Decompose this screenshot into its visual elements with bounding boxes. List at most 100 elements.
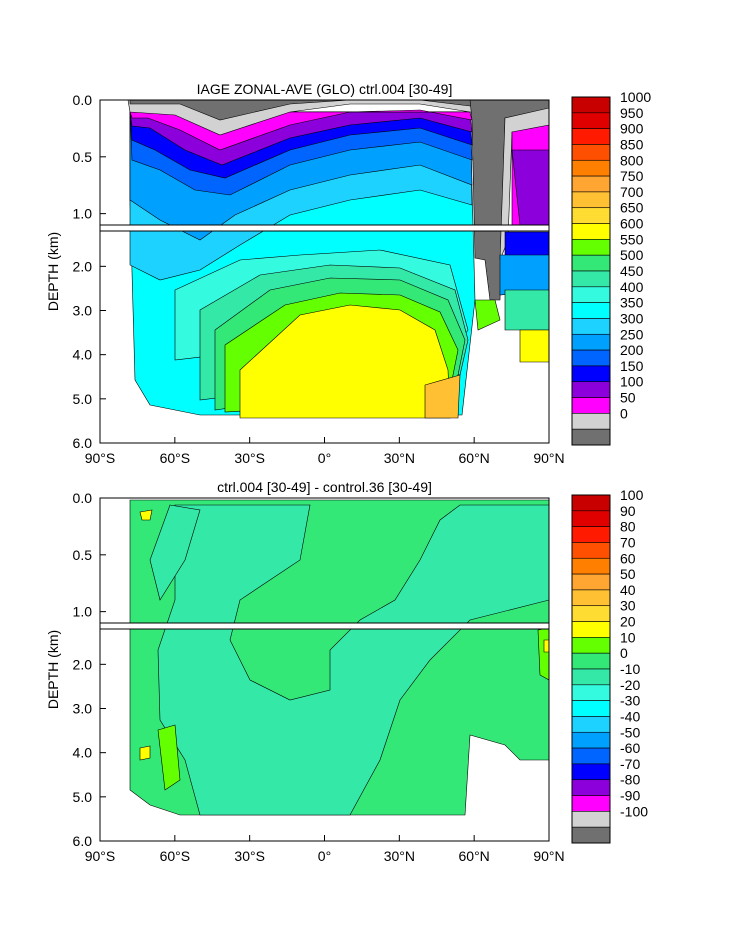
colorbar-swatch [571,826,611,844]
colorbar-swatch [571,254,611,272]
colorbar-label: 100 [620,374,644,390]
colorbar-label: 650 [620,200,644,216]
colorbar-swatch [571,494,611,512]
colorbar-swatch [571,428,611,446]
colorbar-swatch [571,144,611,161]
colorbar-swatch [571,223,611,240]
x-tick-label: 0° [318,450,331,466]
y-axis-label: DEPTH (km) [45,630,61,709]
colorbar-swatch [571,668,611,686]
colorbar-swatch [571,747,611,765]
contour-band [537,627,549,681]
colorbar-label: 20 [620,614,636,630]
colorbar-label: 30 [620,598,636,614]
colorbar-swatch [571,731,611,749]
contour-band [157,724,181,791]
colorbar-label: 100 [620,487,644,503]
x-tick-label: 30°N [384,450,415,466]
x-tick-label: 90°S [85,848,116,864]
colorbar-swatch [571,779,611,796]
y-tick-label: 1.0 [73,206,93,222]
colorbar-swatch [571,684,611,701]
colorbar-label: 0 [620,645,628,661]
x-tick-label: 0° [318,848,331,864]
colorbar-label: 500 [620,247,644,263]
colorbar-label: -50 [620,724,640,740]
colorbar-swatch [571,637,611,654]
colorbar-label: -40 [620,708,640,724]
colorbar-frame [571,494,611,844]
colorbar-swatch [571,333,611,351]
colorbar-label: -30 [620,693,640,709]
x-tick-label: 30°S [234,450,265,466]
colorbar-swatch [571,270,611,288]
colorbar-frame [571,96,611,446]
colorbar-swatch [571,526,611,543]
chart-title: IAGE ZONAL-AVE (GLO) ctrl.004 [30-49] [197,81,453,97]
colorbar-swatch [571,112,611,129]
colorbar-label: -100 [620,803,648,819]
colorbar-label: 70 [620,534,636,550]
contour-band [239,304,451,419]
colorbar-swatch [571,207,611,224]
colorbar-swatch [571,128,611,145]
colorbar-label: 200 [620,342,644,358]
colorbar-label: -70 [620,756,640,772]
colorbar-label: 600 [620,216,644,232]
colorbar-swatch [571,605,611,622]
colorbar-swatch [571,191,611,209]
colorbar-swatch [571,510,611,527]
y-tick-label: 3.0 [73,701,93,717]
colorbar-label: 400 [620,279,644,295]
colorbar-swatch [571,397,611,414]
colorbar-swatch [571,413,611,430]
colorbar-swatch [571,795,611,812]
x-tick-label: 60°S [160,848,191,864]
y-tick-label: 0.0 [73,490,93,506]
colorbar-swatch [571,159,611,177]
colorbar-label: 900 [620,121,644,137]
colorbar-label: 750 [620,168,644,184]
contour-band [504,289,549,331]
colorbar-label: 40 [620,582,636,598]
colorbar-label: -20 [620,677,640,693]
colorbar-label: 350 [620,295,644,311]
chart-layer: IAGE ZONAL-AVE (GLO) ctrl.004 [30-49] DEP… [45,81,651,864]
contour-band [129,100,549,121]
colorbar-swatch [571,557,611,575]
colorbar-label: 1000 [620,89,651,105]
contour-band [519,329,549,363]
colorbar-label: 700 [620,184,644,200]
colorbar-swatch [571,652,611,670]
colorbar-label: 0 [620,405,628,421]
colorbar-label: -60 [620,740,640,756]
y-tick-label: 4.0 [73,347,93,363]
contour-band [474,299,501,331]
colorbar-swatch [571,621,611,638]
colorbar-swatch [571,239,611,256]
colorbar-swatch [571,349,611,367]
colorbar-label: 550 [620,231,644,247]
x-tick-label: 60°N [459,450,490,466]
x-tick-label: 90°N [533,848,564,864]
colorbar-label: 950 [620,105,644,121]
colorbar-swatch [571,381,611,398]
colorbar-label: -10 [620,661,640,677]
contour-band [424,374,461,419]
x-tick-label: 60°N [459,848,490,864]
x-tick-label: 30°N [384,848,415,864]
y-tick-label: 6.0 [73,435,93,451]
colorbar-label: 80 [620,519,636,535]
colorbar-swatch [571,716,611,733]
colorbar-label: 300 [620,310,644,326]
colorbar-label: 10 [620,629,636,645]
x-tick-label: 90°S [85,450,116,466]
depth-break [99,622,550,630]
contour-band [499,254,549,296]
x-tick-label: 90°N [533,450,564,466]
y-tick-label: 2.0 [73,258,93,274]
contour-band [157,504,549,816]
colorbar-swatch [571,763,611,781]
y-tick-label: 0.5 [73,149,93,165]
